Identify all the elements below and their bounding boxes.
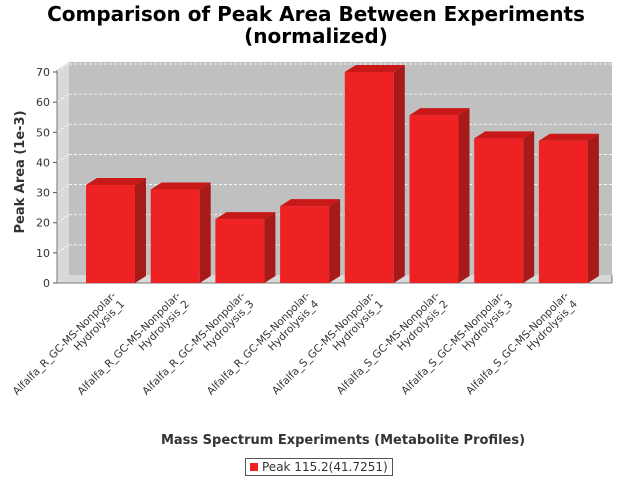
gridline-diagonal [56,123,70,133]
y-tick-label: 0 [43,277,50,290]
chart-title-line-2: (normalized) [244,24,388,48]
y-tick-label: 30 [36,187,50,200]
bar [409,108,470,284]
bar-front [150,189,200,283]
bar-side [199,182,211,283]
bar-side [264,212,276,283]
bar-front [280,206,330,283]
y-tick-label: 70 [36,66,50,79]
y-tick-label: 20 [36,217,50,230]
bar [215,212,276,283]
y-tick-label: 10 [36,247,50,260]
bar-side [458,108,470,284]
bar-top [86,178,146,186]
plot-left-wall [57,62,69,283]
x-category-label-line: Alfalfa_R_GC-MS-Nonpolar- [75,289,183,397]
bar-side [135,178,146,283]
x-axis-label: Mass Spectrum Experiments (Metabolite Pr… [161,433,525,448]
bar-side [329,199,341,283]
bar-top [280,199,341,207]
bar [474,131,535,283]
y-tick-label: 60 [36,96,50,109]
y-axis-label: Peak Area (1e-3) [13,110,28,233]
bar [280,199,341,283]
bar-top [150,182,211,190]
chart-title-line-1: Comparison of Peak Area Between Experime… [47,2,585,26]
legend-swatch [250,463,258,471]
x-category-label-line: Alfalfa_S_GC-MS-Nonpolar- [399,289,507,397]
x-category-label-line: Alfalfa_S_GC-MS-Nonpolar- [335,289,443,397]
legend-label: Peak 115.2(41.7251) [262,460,388,474]
x-axis-category-labels: Alfalfa_R_GC-MS-Nonpolar-Hydrolysis_1Alf… [11,289,581,406]
bar-front [409,115,459,284]
bar-side [523,131,535,283]
bar-front [344,72,394,283]
legend: Peak 115.2(41.7251) [245,458,393,476]
x-category-label-line: Alfalfa_R_GC-MS-Nonpolar- [11,289,119,397]
x-category-label-line: Alfalfa_S_GC-MS-Nonpolar- [270,289,378,397]
bar [538,133,599,283]
x-category-label-line: Alfalfa_S_GC-MS-Nonpolar- [464,289,572,397]
y-axis-ticks: 0 10 20 30 40 50 60 70 [36,66,57,290]
gridline-diagonal [56,93,70,103]
x-category-label-line: Alfalfa_R_GC-MS-Nonpolar- [205,289,313,397]
gridline-diagonal [56,154,70,163]
bar-top [215,212,276,220]
bar-front [215,219,265,283]
x-category-label-line: Alfalfa_R_GC-MS-Nonpolar- [140,289,248,397]
gridline-diagonal [56,214,70,224]
y-tick-label: 40 [36,156,50,169]
bar-top [538,133,599,141]
bar-front [474,138,524,283]
bar-top [474,131,535,139]
bar-front [86,185,135,283]
bar [86,178,146,283]
bar-side [587,133,599,283]
x-category-label: Alfalfa_R_GC-MS-Nonpolar-Hydrolysis_1 [11,289,128,406]
bar-top [409,108,470,116]
bar [150,182,211,283]
bars [86,65,599,284]
bar-front [538,140,588,283]
bar [344,65,405,283]
bar-side [393,65,405,283]
bar-top [344,65,405,72]
gridline-diagonal [56,184,70,193]
gridline-diagonal [56,63,70,73]
gridline-diagonal [56,244,70,254]
y-tick-label: 50 [36,126,50,139]
